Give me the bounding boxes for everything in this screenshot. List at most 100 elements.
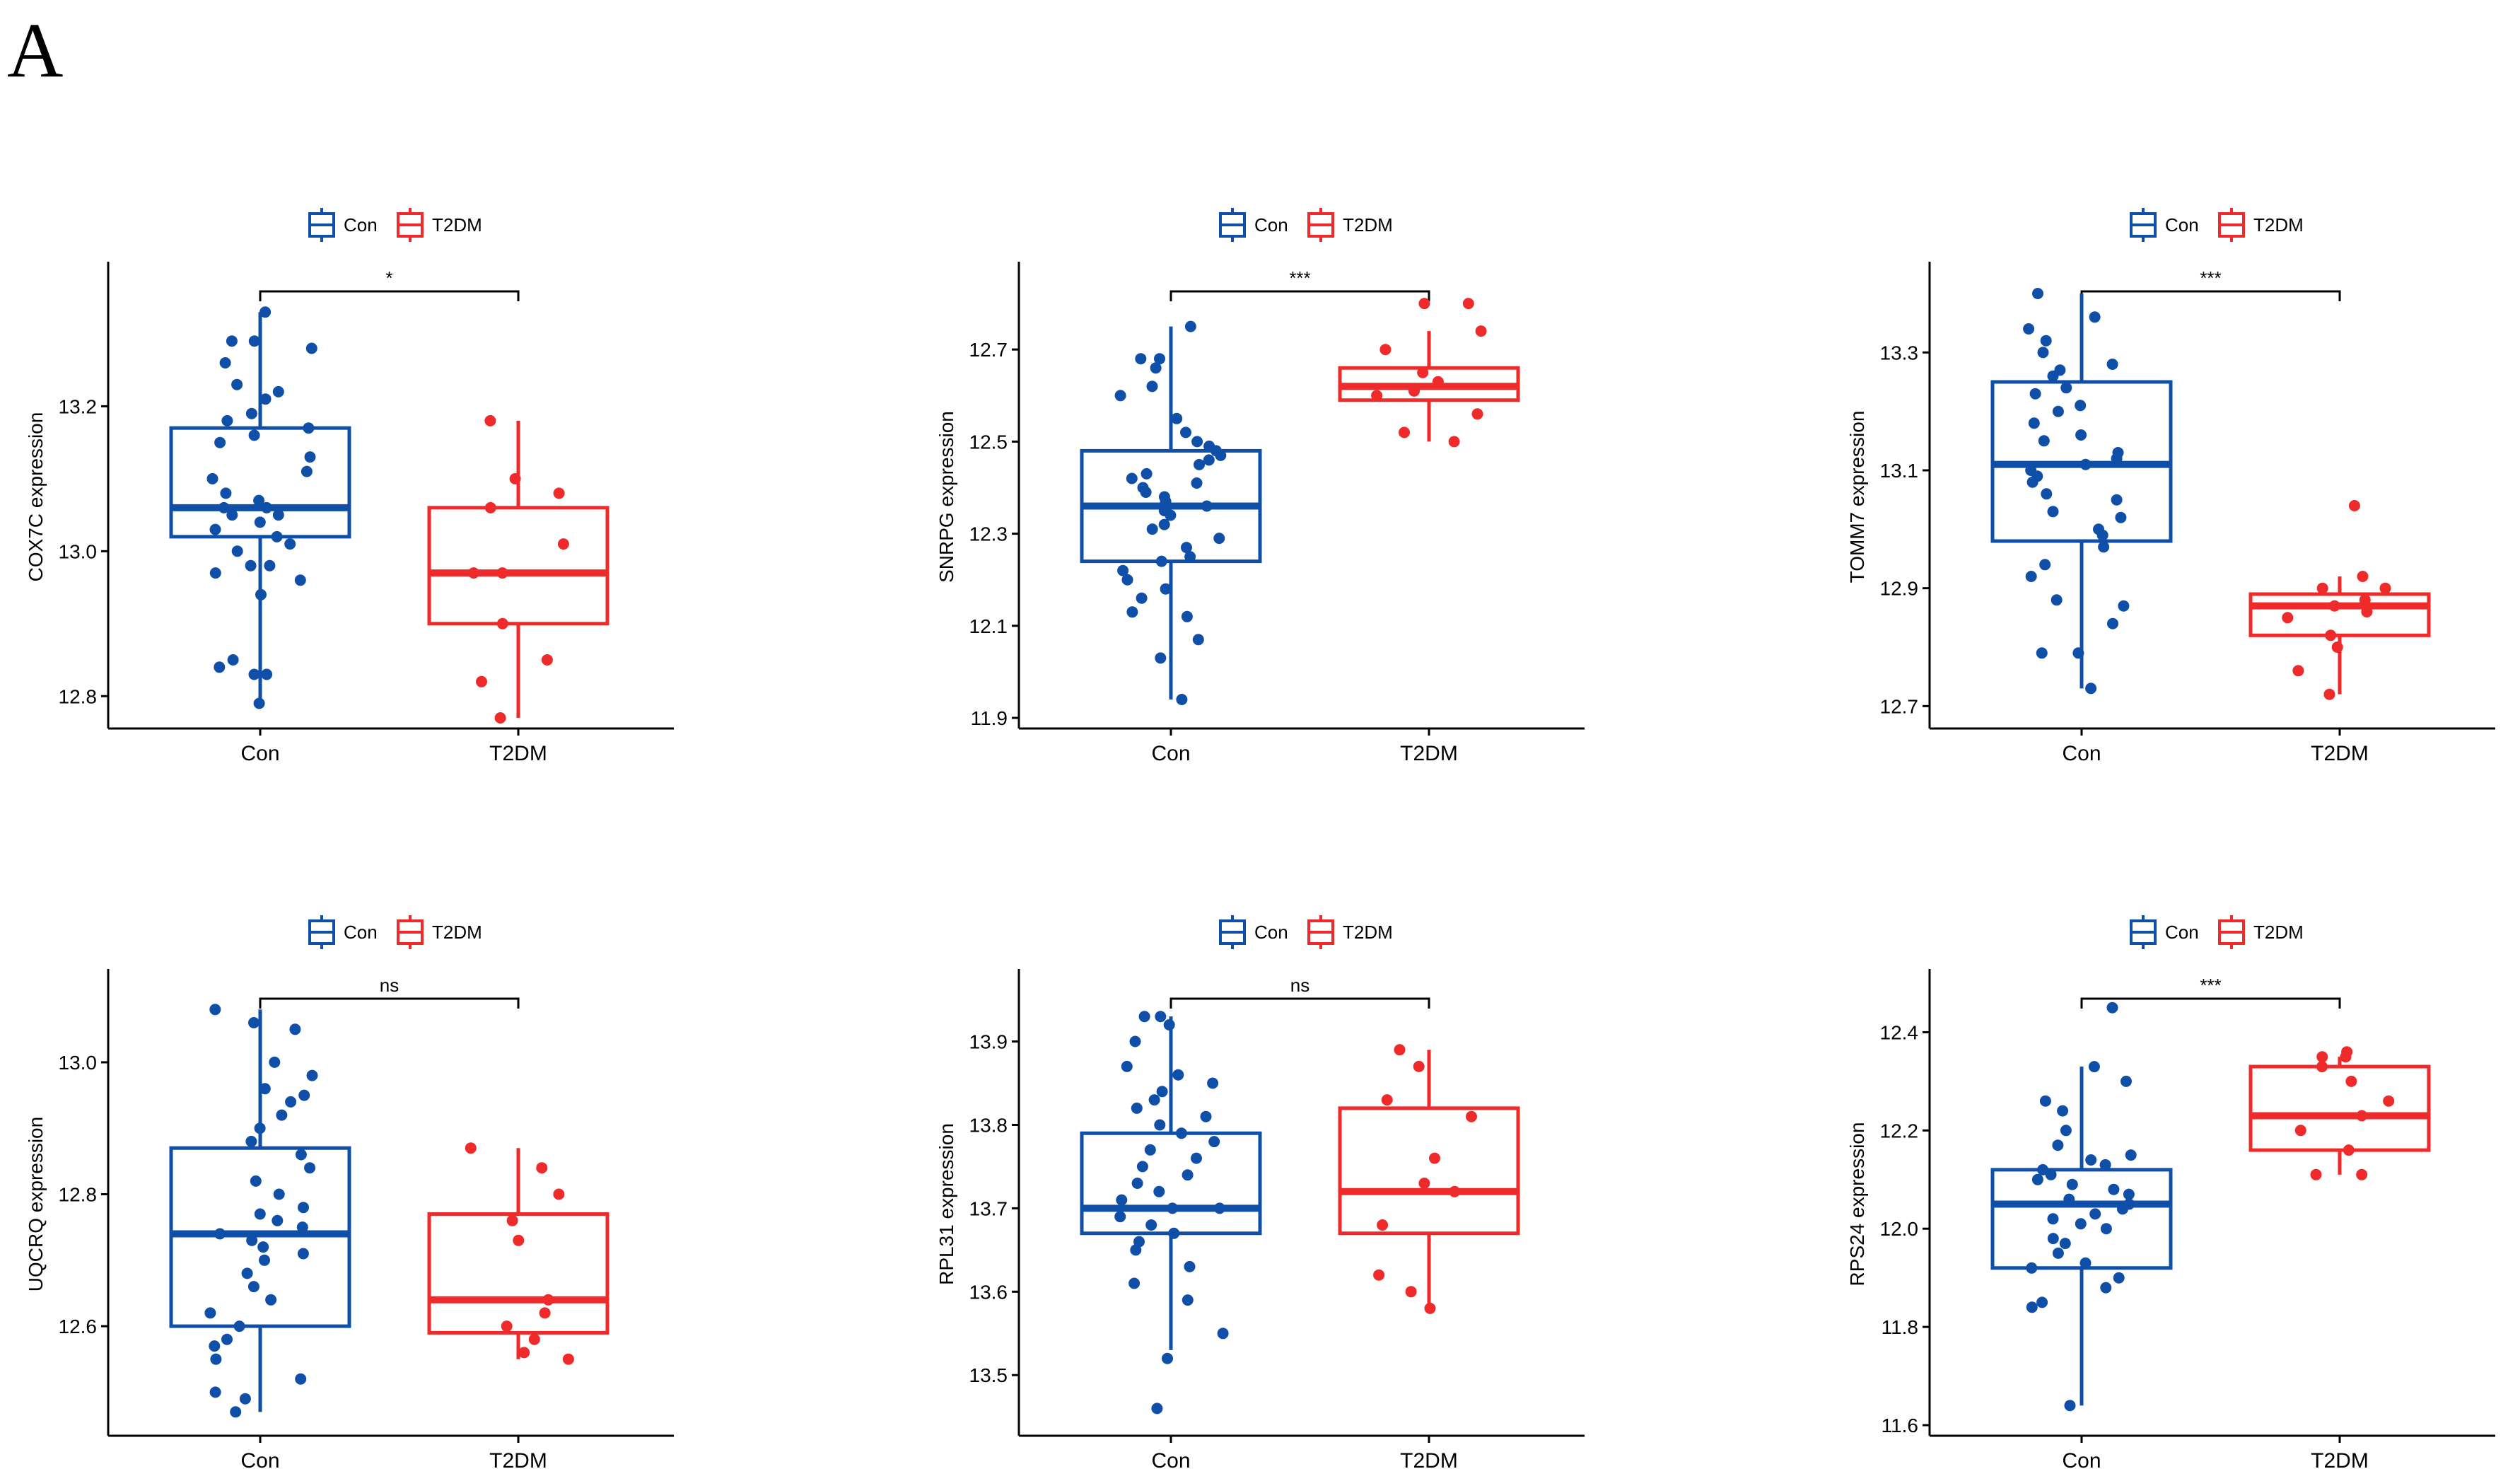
y-tick-label: 12.3 [969, 523, 1008, 545]
data-point [1155, 555, 1167, 567]
data-point [2343, 1144, 2355, 1156]
significance-bracket: * [259, 267, 520, 301]
y-tick-label: 13.8 [969, 1114, 1008, 1136]
data-point [2028, 417, 2040, 429]
data-point [305, 342, 317, 354]
data-point [1150, 362, 1162, 374]
legend-label: T2DM [432, 922, 482, 943]
box-iqr [1338, 1106, 1520, 1236]
data-point [2113, 1272, 2125, 1284]
data-point [209, 1340, 221, 1352]
data-point [248, 429, 260, 441]
bracket-line [1169, 997, 1430, 1009]
box-iqr [427, 506, 609, 626]
data-point [2316, 1051, 2328, 1063]
data-point [265, 1294, 277, 1306]
legend: Con T2DM [2130, 915, 2304, 949]
data-point [2029, 388, 2041, 400]
data-point [2047, 506, 2059, 518]
data-point [496, 567, 508, 579]
data-point [2379, 582, 2391, 594]
data-point [255, 588, 267, 600]
data-point [226, 335, 238, 347]
x-tick-label: T2DM [489, 742, 547, 765]
data-point [2383, 1095, 2395, 1107]
legend: Con T2DM [1219, 915, 1393, 949]
data-point [253, 697, 265, 709]
data-point [1156, 1086, 1168, 1098]
data-point [1114, 390, 1126, 402]
data-point [259, 1083, 271, 1095]
data-point [1181, 610, 1193, 622]
data-point [276, 1109, 288, 1121]
box-t2dm [1338, 1044, 1520, 1314]
data-point [2112, 447, 2124, 458]
y-tick-label: 12.1 [969, 615, 1008, 637]
data-point [2037, 347, 2049, 359]
data-point [1158, 518, 1170, 530]
data-point [467, 567, 479, 579]
data-point [1168, 1227, 1180, 1239]
data-point [219, 357, 231, 368]
data-point [214, 661, 226, 673]
data-point [1117, 564, 1129, 576]
data-point [1136, 592, 1148, 604]
data-point [1163, 1019, 1175, 1030]
data-point [1121, 574, 1133, 586]
data-point [1191, 436, 1203, 448]
data-point [2079, 458, 2092, 470]
data-point [2099, 1159, 2111, 1171]
box-con [169, 1004, 351, 1418]
data-point [2085, 683, 2097, 695]
data-point [2121, 1075, 2132, 1087]
y-tick-label: 13.0 [59, 540, 98, 562]
data-point [269, 1056, 281, 1068]
legend-label: Con [1254, 214, 1288, 236]
y-tick-label: 12.6 [59, 1316, 98, 1337]
data-point [2107, 617, 2118, 629]
x-tick-label: T2DM [1400, 742, 1458, 765]
data-point [295, 1373, 307, 1385]
data-point [261, 668, 273, 680]
data-point [1200, 1110, 1212, 1122]
bracket-line [259, 290, 520, 301]
data-point [271, 530, 283, 542]
legend-label: Con [344, 214, 378, 236]
data-point [297, 1248, 309, 1260]
data-point [509, 472, 521, 484]
data-point [2089, 311, 2101, 323]
data-point [1429, 1152, 1440, 1164]
data-point [218, 501, 230, 513]
data-point [1418, 298, 1430, 310]
y-tick-label: 12.5 [969, 431, 1008, 453]
y-tick-label: 11.9 [971, 707, 1008, 729]
data-point [264, 559, 276, 571]
data-point [226, 509, 238, 521]
box-con [1990, 288, 2173, 695]
data-point [2356, 1168, 2368, 1180]
chart-panel-1: Con T2DM 12.8 13.0 13.2 COX7C expression Con T2… [25, 208, 674, 765]
legend-label: T2DM [1343, 214, 1393, 236]
x-tick-label: T2DM [1400, 1449, 1458, 1469]
data-point [1146, 523, 1158, 535]
box-t2dm [2248, 500, 2431, 700]
significance-bracket: ns [259, 975, 520, 1009]
data-point [2089, 1208, 2101, 1220]
data-point [2125, 1149, 2137, 1161]
data-point [231, 545, 243, 557]
x-tick-label: Con [240, 1449, 279, 1469]
data-point [209, 1386, 221, 1398]
data-point [1381, 1094, 1393, 1106]
data-point [2294, 1125, 2306, 1137]
data-point [1126, 472, 1138, 484]
data-point [2054, 364, 2066, 376]
data-point [476, 675, 487, 687]
y-tick-label: 12.8 [59, 1184, 98, 1206]
data-point [1192, 634, 1204, 646]
data-point [2040, 335, 2052, 347]
data-point [257, 1241, 269, 1253]
data-point [2316, 582, 2328, 594]
data-point [2072, 647, 2084, 659]
box-iqr [2248, 1064, 2431, 1152]
